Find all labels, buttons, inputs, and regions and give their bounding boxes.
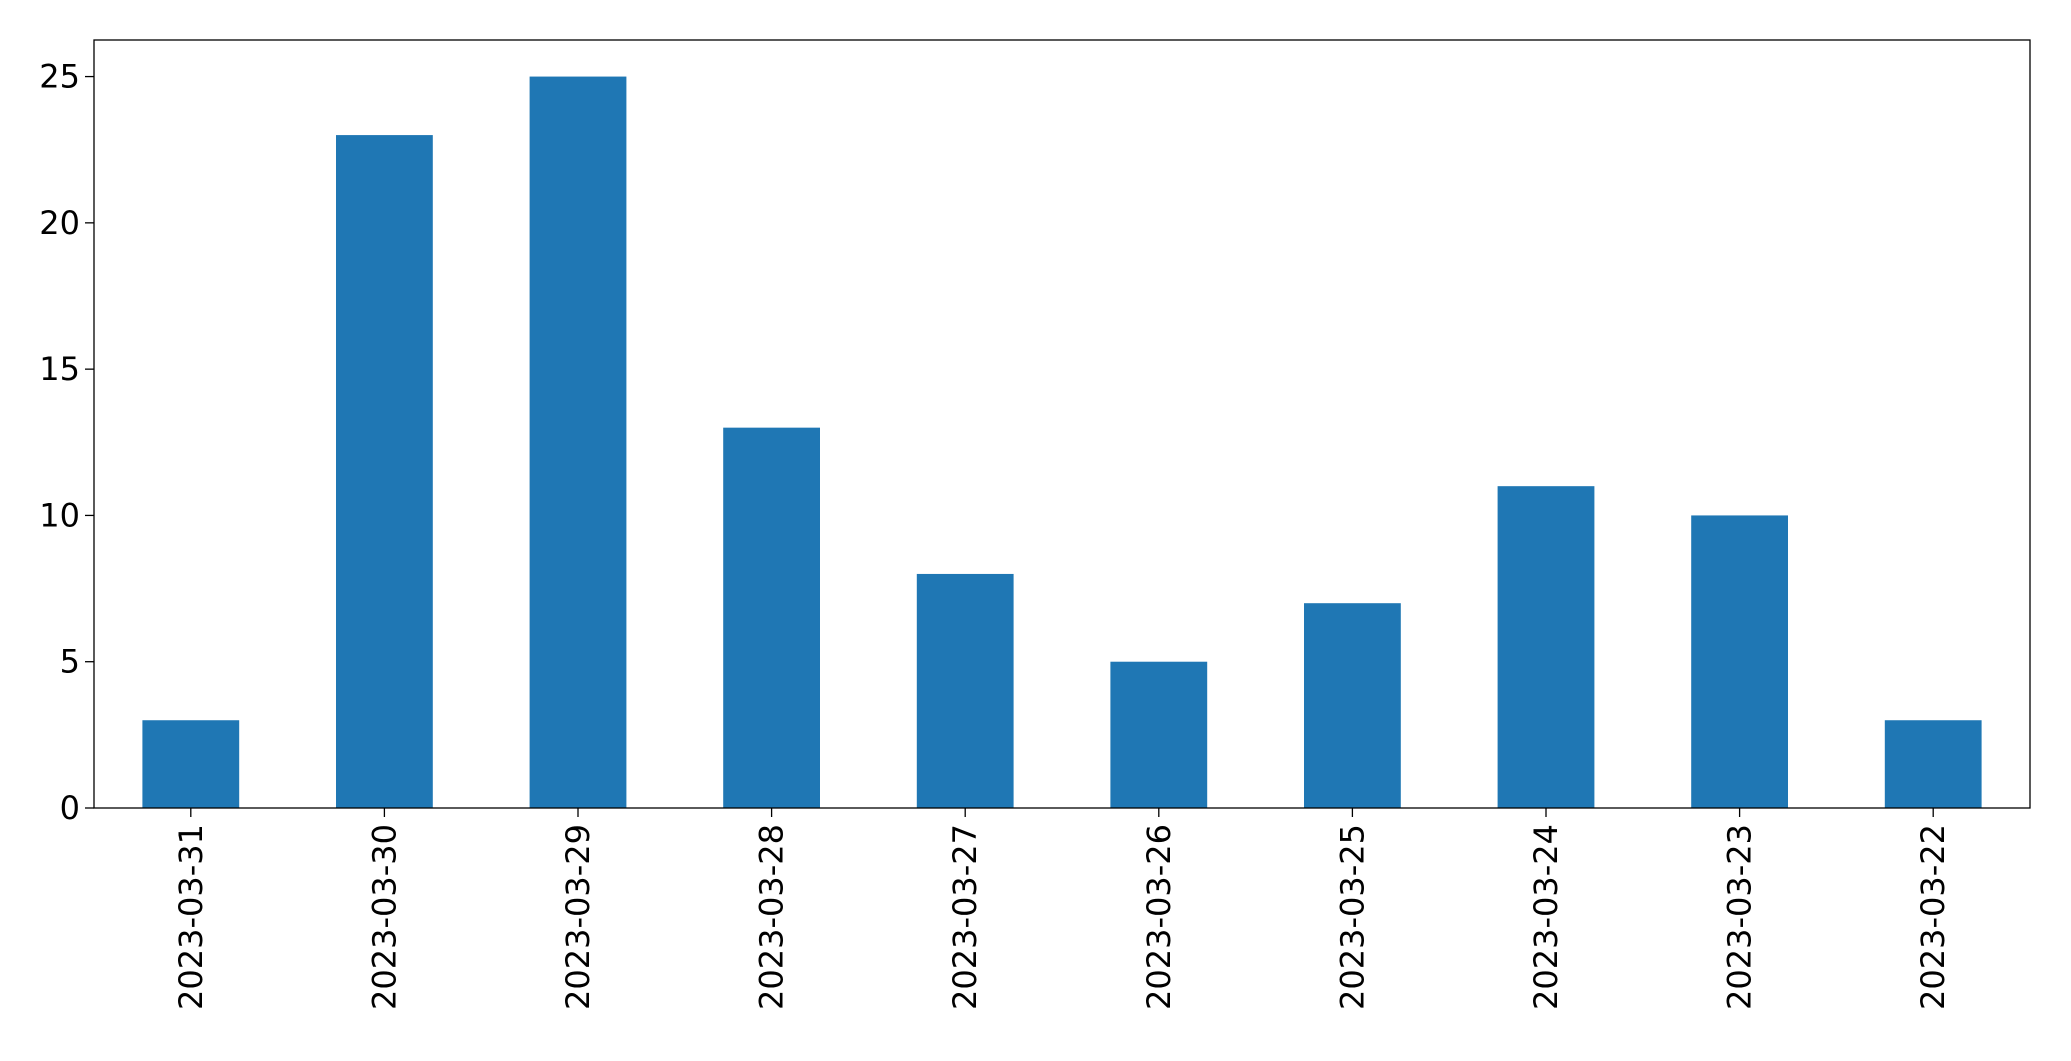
x-tick-label: 2023-03-22 xyxy=(1914,824,1952,1010)
bar xyxy=(1110,661,1208,808)
x-tick-label: 2023-03-28 xyxy=(753,824,791,1010)
y-tick-label: 15 xyxy=(39,350,80,388)
plot-frame xyxy=(93,39,2031,809)
bar xyxy=(916,573,1014,808)
bar xyxy=(336,135,433,809)
bar xyxy=(142,720,240,808)
x-tick-label: 2023-03-30 xyxy=(365,824,403,1010)
y-tick-label: 10 xyxy=(39,496,80,534)
bar xyxy=(1497,486,1595,808)
x-tick-label: 2023-03-23 xyxy=(1721,824,1759,1010)
y-tick-label: 20 xyxy=(39,204,80,242)
bar xyxy=(529,76,627,809)
x-tick-label: 2023-03-29 xyxy=(559,824,597,1010)
bar xyxy=(723,427,820,808)
bar xyxy=(1884,720,1982,808)
y-tick-label: 25 xyxy=(39,58,80,96)
bar xyxy=(1691,515,1788,808)
y-tick-label: 0 xyxy=(60,789,80,827)
x-tick-label: 2023-03-27 xyxy=(946,824,984,1010)
y-tick-label: 5 xyxy=(60,643,80,681)
x-tick-label: 2023-03-26 xyxy=(1140,824,1178,1010)
x-tick-label: 2023-03-31 xyxy=(172,824,210,1010)
x-tick-label: 2023-03-25 xyxy=(1333,824,1371,1010)
x-tick-label: 2023-03-24 xyxy=(1527,824,1565,1010)
bar xyxy=(1304,603,1401,808)
